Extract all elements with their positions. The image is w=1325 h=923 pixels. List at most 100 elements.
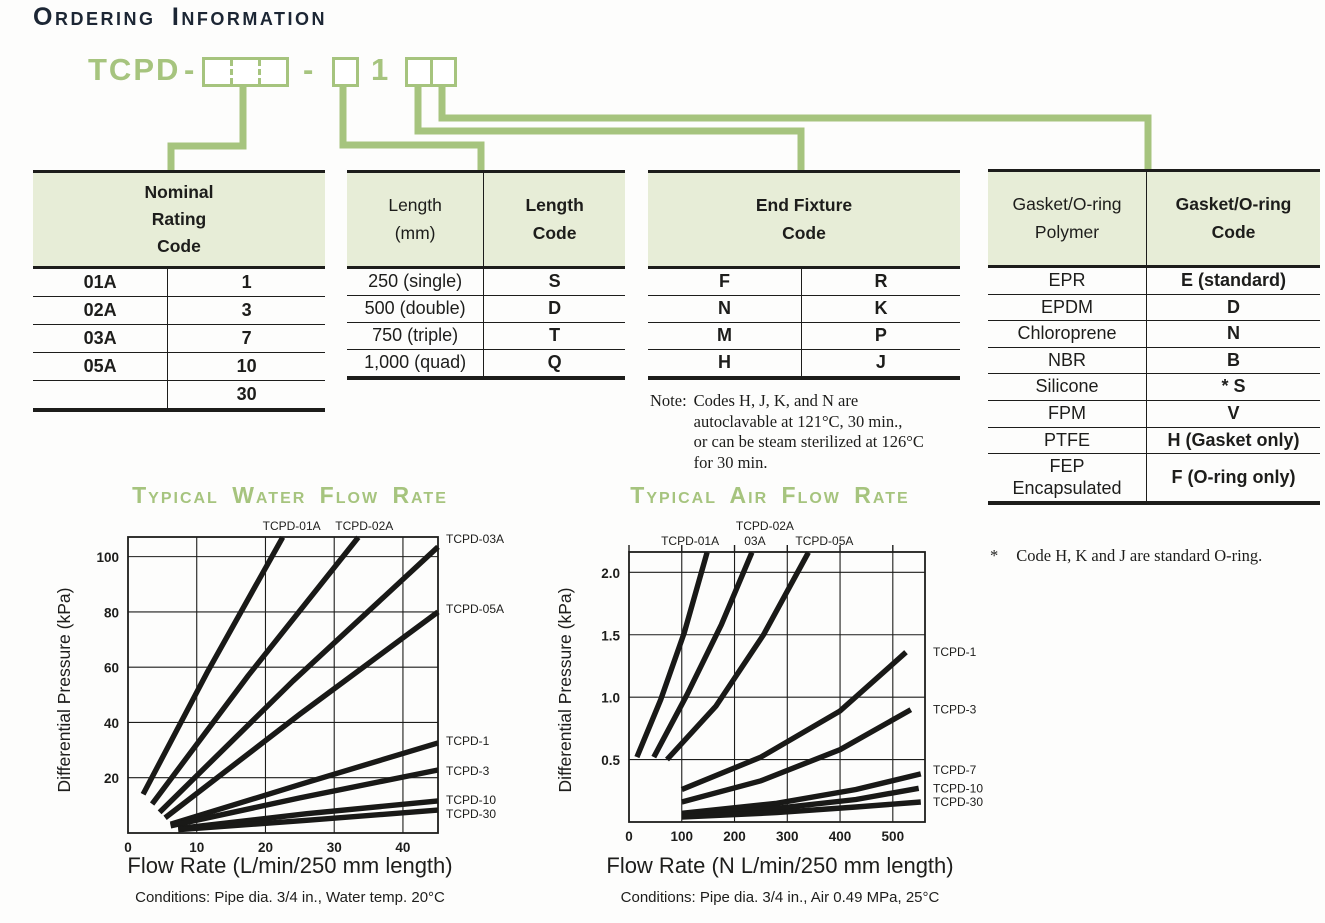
svg-text:TCPD-30: TCPD-30 [446, 807, 496, 821]
table-cell: H (Gasket only) [1146, 427, 1320, 454]
end-fixture-note: Note: Codes H, J, K, and N are autoclava… [650, 391, 970, 473]
table-cell: 05A [83, 355, 117, 376]
table-row: Silicone * S [988, 373, 1320, 400]
table-cell: F [718, 271, 730, 292]
table-row: 30 [33, 380, 325, 408]
table-cell: FPM [1048, 402, 1087, 423]
svg-text:80: 80 [104, 605, 119, 620]
part-number-digit: 1 [371, 52, 391, 87]
table-cell: T [483, 323, 625, 349]
table-cell: K [800, 296, 960, 322]
svg-text:TCPD-05A: TCPD-05A [795, 534, 853, 548]
svg-text:TCPD-01A: TCPD-01A [661, 534, 719, 548]
length-code-table: Length (mm) Length Code 250 (single) S 500 (… [347, 170, 625, 380]
part-number-dash: - [303, 52, 316, 87]
table-cell: EPR [1048, 270, 1086, 290]
water-chart-y-axis-label: Differential Pressure (kPa) [54, 587, 74, 793]
table-cell: Q [483, 350, 625, 376]
svg-text:100: 100 [96, 550, 119, 565]
table-cell: M [716, 325, 732, 346]
svg-text:TCPD-02A: TCPD-02A [335, 519, 393, 533]
svg-text:20: 20 [104, 771, 119, 786]
table-row: NBR B [988, 346, 1320, 374]
svg-text:0: 0 [124, 840, 132, 855]
table-cell: 3 [167, 297, 325, 324]
svg-text:60: 60 [104, 661, 119, 676]
svg-text:TCPD-7: TCPD-7 [933, 763, 977, 777]
table-row: EPDM D [988, 293, 1320, 321]
table-cell: FEP Encapsulated [1012, 456, 1122, 498]
air-chart-y-axis-label: Differential Pressure (kPa) [555, 587, 575, 793]
column-header: Length (mm) [388, 195, 442, 243]
part-number-dash: - [184, 52, 197, 87]
svg-text:400: 400 [829, 829, 852, 844]
column-header: Gasket/O-ring Polymer [1012, 194, 1122, 242]
air-chart-title: Typical Air Flow Rate [630, 482, 910, 508]
water-flow-chart: 0 10 20 30 40 20 40 60 80 100 TCPD-01A TCPD-02A TCPD… [96, 519, 504, 855]
svg-text:30: 30 [327, 840, 342, 855]
water-chart-conditions: Conditions: Pipe dia. 3/4 in., Water tem… [135, 889, 445, 906]
svg-text:TCPD-3: TCPD-3 [446, 764, 490, 778]
svg-text:200: 200 [723, 829, 746, 844]
table-cell: 1 [167, 269, 325, 296]
table-cell: E (standard) [1146, 268, 1320, 294]
water-chart-title: Typical Water Flow Rate [132, 482, 448, 508]
note-body: Codes H, J, K, and N are autoclavable at… [693, 391, 924, 472]
air-flow-chart: 0 100 200 300 400 500 0.5 1.0 1.5 2.0 TCPD-01A TCPD… [601, 519, 983, 844]
svg-text:TCPD-01A: TCPD-01A [263, 519, 321, 533]
table-cell: N [717, 298, 731, 319]
table-cell: N [1146, 321, 1320, 347]
svg-text:TCPD-05A: TCPD-05A [446, 602, 504, 616]
table-row: PTFE H (Gasket only) [988, 426, 1320, 454]
table-cell: J [800, 350, 960, 376]
table-cell: 250 (single) [368, 271, 463, 292]
table-row: 03A 7 [33, 324, 325, 352]
svg-text:1.5: 1.5 [601, 628, 620, 643]
table-row: FEP Encapsulated F (O-ring only) [988, 453, 1320, 502]
table-cell: V [1146, 400, 1320, 427]
table-row: 01A 1 [33, 269, 325, 296]
table-row: Chloroprene N [988, 320, 1320, 347]
part-number-prefix: TCPD [88, 52, 181, 87]
svg-text:TCPD-3: TCPD-3 [933, 703, 977, 717]
table-cell: D [1146, 294, 1320, 321]
table-cell: D [483, 296, 625, 322]
svg-text:40: 40 [395, 840, 410, 855]
end-fixture-code-table: End Fixture Code F R N K M P H J [648, 170, 960, 380]
svg-text:300: 300 [776, 829, 799, 844]
table-row: 02A 3 [33, 296, 325, 324]
water-chart-x-axis-label: Flow Rate (L/min/250 mm length) [127, 853, 453, 878]
table-cell: Chloroprene [1017, 323, 1117, 344]
air-chart-x-axis-label: Flow Rate (N L/min/250 mm length) [606, 853, 954, 878]
table-header: Length (mm) Length Code [347, 173, 625, 269]
svg-text:TCPD-03A: TCPD-03A [446, 532, 504, 546]
gasket-oring-code-table: Gasket/O-ring Polymer Gasket/O-ring Code E… [988, 169, 1320, 506]
svg-text:40: 40 [104, 716, 119, 731]
table-cell: R [800, 269, 960, 295]
svg-text:TCPD-10: TCPD-10 [933, 781, 983, 795]
table-header: Nominal Rating Code [33, 173, 325, 269]
table-header: Gasket/O-ring Polymer Gasket/O-ring Code [988, 172, 1320, 268]
part-number-box-length [332, 57, 359, 87]
table-row: 1,000 (quad) Q [347, 349, 625, 376]
table-cell: H [717, 352, 731, 373]
air-chart-conditions: Conditions: Pipe dia. 3/4 in., Air 0.49 … [620, 889, 940, 906]
table-cell: 01A [83, 271, 117, 292]
table-cell: 500 (double) [364, 298, 466, 319]
table-cell: 30 [167, 381, 325, 408]
note-label: Note: [650, 391, 687, 410]
part-number-box-fixture-gasket [405, 57, 457, 87]
table-cell: B [1146, 347, 1320, 374]
table-cell: 03A [83, 327, 117, 348]
table-row: FPM V [988, 399, 1320, 427]
table-cell: * S [1146, 374, 1320, 400]
svg-text:TCPD-10: TCPD-10 [446, 793, 496, 807]
connector-lines [167, 87, 1152, 173]
table-cell: 02A [83, 299, 117, 320]
